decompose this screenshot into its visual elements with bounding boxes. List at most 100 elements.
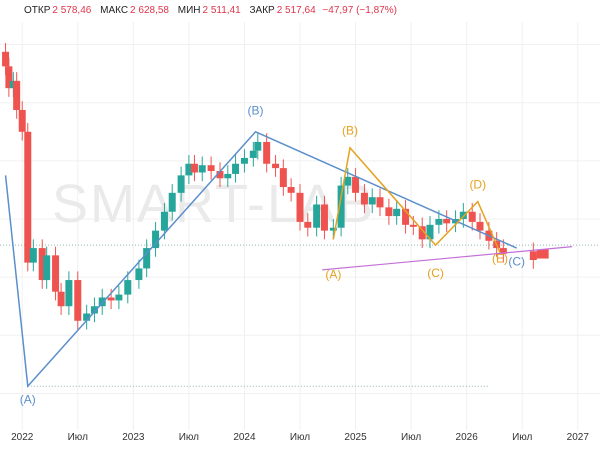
candle-body [287, 187, 295, 193]
candle-body [304, 221, 312, 228]
candle-body [360, 192, 368, 205]
candle-body [426, 224, 434, 240]
candle-body [337, 185, 345, 228]
candle-body [249, 150, 257, 158]
candle-body [409, 224, 417, 227]
orange-wave-label: (C) [427, 266, 444, 280]
candle-body [207, 165, 215, 172]
candle-body [499, 248, 507, 254]
x-tick-label: 2025 [344, 432, 367, 443]
low-label: МИН [177, 5, 201, 16]
dotted-levels [0, 244, 600, 387]
candle-body [135, 268, 143, 281]
candle-body [2, 51, 10, 67]
candle-body [107, 297, 115, 301]
candle-body [168, 192, 176, 212]
candle-body [476, 221, 484, 231]
x-tick-label: Июл [401, 432, 421, 443]
candle-body [5, 66, 13, 89]
close-value: 2 517,64 [276, 5, 316, 16]
candles [2, 43, 549, 330]
candle-body [402, 208, 410, 225]
candle-body [124, 280, 132, 295]
blue-wave-label: (A) [20, 393, 36, 407]
candle-body [90, 306, 98, 314]
candle-body [296, 192, 304, 222]
candle-body [320, 204, 328, 231]
candle-body [232, 163, 240, 174]
wave-labels: (A) (B) (C) (A) (B) (C) (D) (E) [20, 103, 525, 406]
candle-body [160, 211, 168, 231]
ohlc-header: ОТКР 2 578,46 МАКС 2 628,58 МИН 2 511,41 ЗА… [0, 0, 600, 22]
candle-body [24, 131, 32, 263]
candle-body [13, 80, 21, 110]
candle-body [198, 165, 206, 173]
x-tick-label: Июл [290, 432, 310, 443]
candle-body [459, 211, 467, 219]
support-line [322, 246, 573, 271]
candle-body [393, 208, 401, 217]
candle-body [418, 226, 426, 240]
candle-body [29, 248, 37, 263]
candle-body [38, 248, 46, 281]
x-axis: 2022 Июл 2023 Июл 2024 Июл 2025 Июл 2026 Июл 2027 [11, 432, 589, 443]
x-tick-label: 2026 [456, 432, 479, 443]
candle-body [529, 251, 537, 260]
blue-wave-label: (B) [248, 103, 264, 117]
candle-body [385, 207, 393, 217]
last-candle-marker [536, 249, 549, 259]
candle-body [57, 291, 65, 307]
candle-body [468, 211, 476, 222]
candle-body [185, 163, 193, 176]
x-tick-label: 2022 [11, 432, 34, 443]
candle-body [443, 219, 451, 224]
candle-body [115, 294, 123, 301]
wave-lines [4, 130, 573, 388]
candle-body [98, 297, 106, 307]
candle-body [65, 280, 73, 307]
open-value: 2 578,46 [52, 5, 92, 16]
x-tick-label: 2027 [567, 432, 590, 443]
candle-body [83, 313, 91, 321]
x-tick-label: Июл [68, 432, 88, 443]
candle-body [152, 230, 160, 249]
x-tick-label: Июл [512, 432, 532, 443]
close-label: ЗАКР [249, 5, 275, 16]
orange-wave-label: (E) [492, 252, 508, 266]
orange-wave-label: (D) [469, 177, 486, 191]
candle-body [52, 255, 60, 292]
x-tick-label: 2023 [122, 432, 145, 443]
candle-body [177, 175, 185, 193]
candle-body [43, 255, 51, 281]
candle-body [254, 141, 262, 151]
candle-body [313, 204, 321, 228]
candle-body [190, 163, 198, 173]
x-tick-label: Июл [179, 432, 199, 443]
orange-wave-line [332, 146, 501, 253]
blue-wave-label: (C) [508, 255, 525, 269]
candle-body [272, 163, 280, 169]
high-label: МАКС [100, 5, 129, 16]
candle-body [279, 168, 287, 188]
open-label: ОТКР [24, 5, 51, 16]
candle-body [435, 219, 443, 225]
candle-body [143, 248, 151, 269]
change-value: −47,97 (−1,87%) [322, 5, 397, 16]
low-value: 2 511,41 [202, 5, 241, 16]
x-tick-label: 2024 [233, 432, 256, 443]
candle-body [263, 141, 271, 164]
high-value: 2 628,58 [130, 5, 169, 16]
candle-body [376, 197, 384, 208]
candle-body [352, 176, 360, 193]
orange-wave-label: (B) [342, 124, 358, 138]
orange-wave-label: (A) [325, 268, 341, 282]
candle-body [240, 157, 248, 164]
candle-body [368, 197, 376, 205]
candle-body [224, 173, 232, 179]
candle-body [74, 280, 82, 321]
candle-body [344, 176, 352, 186]
candle-body [329, 227, 337, 231]
candle-body [18, 109, 26, 132]
candle-body [216, 171, 224, 179]
